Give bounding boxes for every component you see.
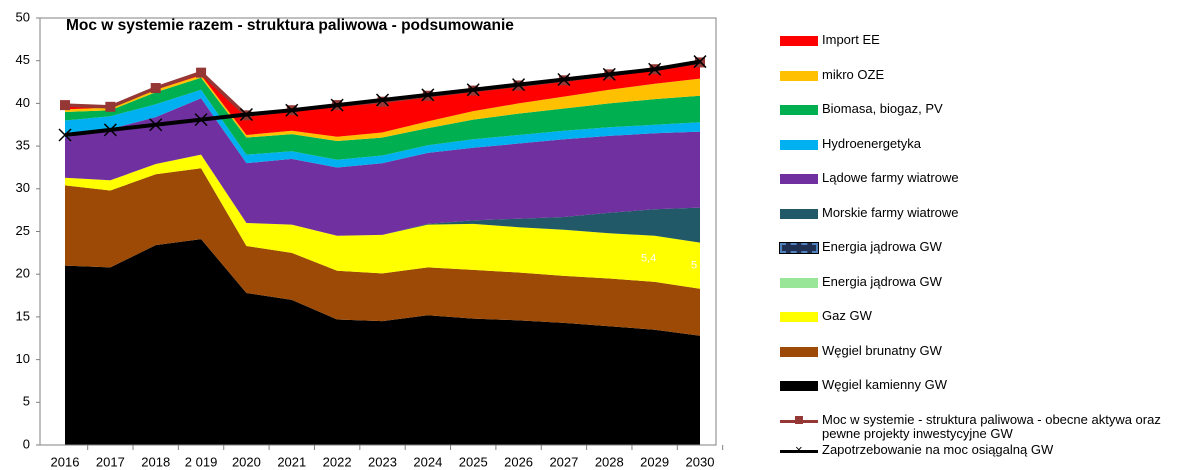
marker <box>194 113 208 127</box>
legend-item: Energia jądrowa GW <box>776 272 1194 307</box>
x-tick-label: 2028 <box>595 454 624 469</box>
marker <box>196 67 207 78</box>
y-tick-label: 30 <box>16 180 30 195</box>
legend-label: Morskie farmy wiatrowe <box>822 204 959 220</box>
legend-marker <box>795 416 803 424</box>
marker <box>60 100 70 111</box>
legend-swatch <box>780 36 818 46</box>
legend-item: mikro OZE <box>776 65 1194 100</box>
legend-label: Import EE <box>822 32 880 47</box>
marker <box>330 98 344 112</box>
legend-swatch <box>780 105 818 115</box>
marker <box>239 107 253 122</box>
legend-label: Zapotrzebowanie na moc osiągalną GW <box>822 442 1054 457</box>
area <box>65 154 700 289</box>
marker <box>285 103 299 117</box>
legend-swatch <box>780 381 818 391</box>
marker <box>557 72 571 87</box>
x-tick-label: 2029 <box>640 454 669 469</box>
marker <box>602 67 616 81</box>
x-tick-label: 2022 <box>323 454 352 469</box>
legend-label: Energia jądrowa GW <box>822 239 942 254</box>
x-tick-label: 2027 <box>549 454 578 469</box>
y-tick-label: 20 <box>16 266 30 281</box>
legend-item: Hydroenergetyka <box>776 134 1194 169</box>
legend-label: Moc w systemie - struktura paliwowa - ob… <box>822 411 1161 441</box>
legend-item: Węgiel brunatny GW <box>776 341 1194 376</box>
marker <box>466 83 480 97</box>
area <box>65 77 700 160</box>
legend-label: mikro OZE <box>822 66 885 82</box>
y-tick-label: 5 <box>23 394 30 409</box>
x-tick-label: 2023 <box>368 454 397 469</box>
y-tick-label: 10 <box>16 351 30 366</box>
legend-swatch <box>780 139 818 150</box>
legend-label: Gaz GW <box>822 308 872 323</box>
legend-label: Hydroenergetyka <box>822 135 921 151</box>
legend-label: Węgiel kamienny GW <box>822 377 947 392</box>
y-tick-label: 50 <box>16 9 30 24</box>
area <box>65 239 700 445</box>
legend-item: Moc w systemie - struktura paliwowa - ob… <box>776 410 1194 445</box>
legend-item: Biomasa, biogaz, PV <box>776 99 1194 134</box>
legend: Import EE mikro OZE Biomasa, biogaz, PV Hyd… <box>776 30 1194 470</box>
legend-item: Lądowe farmy wiatrowe <box>776 168 1194 203</box>
marker <box>58 128 72 142</box>
data-label: 5 <box>691 260 697 272</box>
x-tick-label: 2020 <box>232 454 261 469</box>
legend-swatch <box>779 242 819 254</box>
y-tick-label: 40 <box>16 95 30 110</box>
legend-swatch: × <box>780 443 818 457</box>
x-tick-label: 2024 <box>413 454 442 469</box>
legend-item: Energia jądrowa GW <box>776 237 1194 272</box>
legend-swatch <box>780 208 818 219</box>
legend-item: × Zapotrzebowanie na moc osiągalną GW <box>776 440 1194 470</box>
marker <box>421 88 435 102</box>
marker <box>105 101 116 112</box>
area <box>65 98 700 236</box>
marker <box>512 78 526 92</box>
y-tick-label: 45 <box>16 52 30 67</box>
marker <box>149 118 163 132</box>
legend-label: Biomasa, biogaz, PV <box>822 101 943 116</box>
x-tick-label: 2025 <box>459 454 488 469</box>
marker <box>648 62 662 76</box>
y-tick-label: 25 <box>16 223 30 238</box>
x-tick-label: 2 019 <box>185 454 218 469</box>
legend-label: Energia jądrowa GW <box>822 273 942 289</box>
x-tick-label: 2030 <box>686 454 715 469</box>
legend-label: Węgiel brunatny GW <box>822 342 942 358</box>
legend-swatch <box>780 312 818 322</box>
x-tick-label: 2026 <box>504 454 533 469</box>
legend-swatch <box>780 416 818 424</box>
area <box>65 62 700 137</box>
legend-swatch <box>780 346 818 357</box>
marker <box>693 55 707 69</box>
legend-marker: × <box>795 442 803 457</box>
data-label: 5,4 <box>641 253 656 265</box>
marker <box>375 93 390 107</box>
y-tick-label: 15 <box>16 308 30 323</box>
legend-label: Lądowe farmy wiatrowe <box>822 170 959 185</box>
area <box>65 154 700 243</box>
marker <box>103 123 117 137</box>
x-tick-label: 2017 <box>96 454 125 469</box>
legend-swatch <box>780 277 818 288</box>
x-tick-label: 2021 <box>277 454 306 469</box>
legend-item: Gaz GW <box>776 306 1194 341</box>
x-tick-label: 2016 <box>51 454 80 469</box>
area <box>65 168 700 336</box>
legend-item: Morskie farmy wiatrowe <box>776 203 1194 238</box>
y-tick-label: 0 <box>23 436 30 451</box>
legend-item: Import EE <box>776 30 1194 65</box>
legend-swatch <box>780 174 818 184</box>
legend-item: Węgiel kamienny GW <box>776 375 1194 410</box>
marker <box>150 83 161 94</box>
legend-swatch <box>780 70 818 81</box>
chart-title: Moc w systemie razem - struktura paliwow… <box>66 17 514 34</box>
y-tick-label: 35 <box>16 138 30 153</box>
x-tick-label: 2018 <box>141 454 170 469</box>
